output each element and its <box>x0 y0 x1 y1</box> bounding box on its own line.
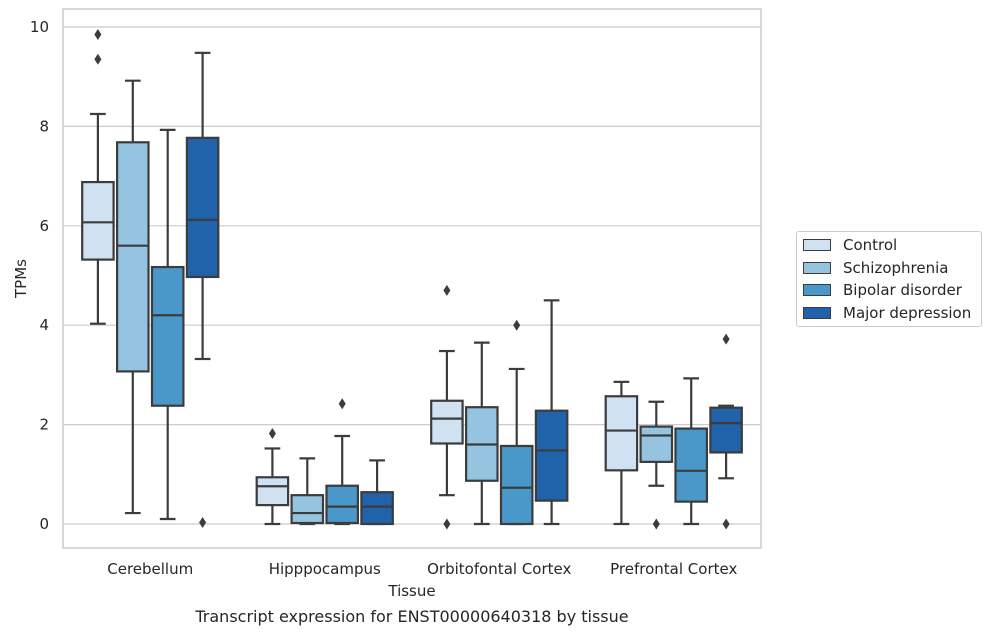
box-0-0 <box>81 28 115 325</box>
box-body <box>115 141 150 373</box>
x-axis-label: Tissue <box>387 582 435 600</box>
y-tick-label: 4 <box>39 316 49 334</box>
x-tick-label: Hipppocampus <box>269 560 381 578</box>
y-tick-label: 0 <box>39 515 49 533</box>
outlier-marker <box>94 28 102 40</box>
box-2-1 <box>325 398 360 526</box>
y-tick-label: 6 <box>39 217 49 235</box>
box-body <box>499 444 534 526</box>
legend: Control Schizophrenia Bipolar disorder Majo… <box>796 231 982 327</box>
box-1-2 <box>464 341 499 526</box>
box-3-2 <box>534 299 569 526</box>
box-1-1 <box>290 457 325 526</box>
y-tick-label: 2 <box>39 416 49 434</box>
legend-swatch <box>803 284 831 296</box>
x-tick-label: Prefrontal Cortex <box>610 560 737 578</box>
outlier-marker <box>513 319 521 331</box>
box-body <box>150 265 185 407</box>
box-3-0 <box>185 51 220 529</box>
legend-label: Major depression <box>843 303 972 322</box>
box-2-3 <box>674 377 709 526</box>
y-axis-label: TPMs <box>12 259 30 299</box>
box-body <box>534 409 569 502</box>
legend-swatch <box>803 239 831 251</box>
box-0-2 <box>430 284 464 530</box>
x-tick-labels: Cerebellum Hipppocampus Orbitofontal Corte… <box>107 560 737 578</box>
legend-item: Bipolar disorder <box>803 280 962 300</box>
legend-label: Control <box>843 236 898 254</box>
legend-item: Control <box>803 235 897 255</box>
y-tick-label: 10 <box>30 18 49 36</box>
legend-label: Schizophrenia <box>843 258 949 277</box>
chart-caption: Transcript expression for ENST0000064031… <box>194 607 628 626</box>
box-body <box>709 406 743 454</box>
y-tick-label: 8 <box>39 117 49 135</box>
outlier-marker <box>338 398 346 410</box>
outlier-marker <box>443 284 451 296</box>
box-body <box>185 136 220 279</box>
outlier-marker <box>199 517 207 529</box>
outlier-marker <box>722 333 730 345</box>
outlier-marker <box>443 518 451 530</box>
box-0-3 <box>604 380 639 526</box>
outlier-marker <box>268 428 276 440</box>
box-3-3 <box>709 333 743 530</box>
box-body <box>360 491 394 526</box>
legend-swatch <box>803 306 831 319</box>
box-body <box>81 180 115 261</box>
box-1-0 <box>115 79 150 515</box>
box-body <box>290 494 325 525</box>
box-body <box>325 484 360 525</box>
legend-item: Major depression <box>803 303 971 323</box>
outlier-marker <box>94 53 102 65</box>
legend-label: Bipolar disorder <box>843 281 962 299</box>
box-body <box>430 399 464 445</box>
box-1-3 <box>639 400 674 530</box>
outlier-marker <box>722 518 730 530</box>
box-2-2 <box>499 319 534 526</box>
box-body <box>639 425 674 463</box>
box-body <box>255 476 290 507</box>
x-tick-label: Cerebellum <box>107 560 193 578</box>
x-tick-label: Orbitofontal Cortex <box>427 560 571 578</box>
boxes <box>81 28 743 530</box>
legend-swatch <box>803 261 831 274</box>
plot-frame <box>62 8 762 549</box>
box-3-1 <box>360 459 394 526</box>
box-body <box>674 427 709 503</box>
outlier-marker <box>652 518 660 530</box>
box-body <box>604 395 639 472</box>
y-tick-labels: 0 2 4 6 8 10 <box>30 18 49 533</box>
box-0-1 <box>255 428 290 526</box>
legend-item: Schizophrenia <box>803 258 948 278</box>
box-2-0 <box>150 128 185 521</box>
